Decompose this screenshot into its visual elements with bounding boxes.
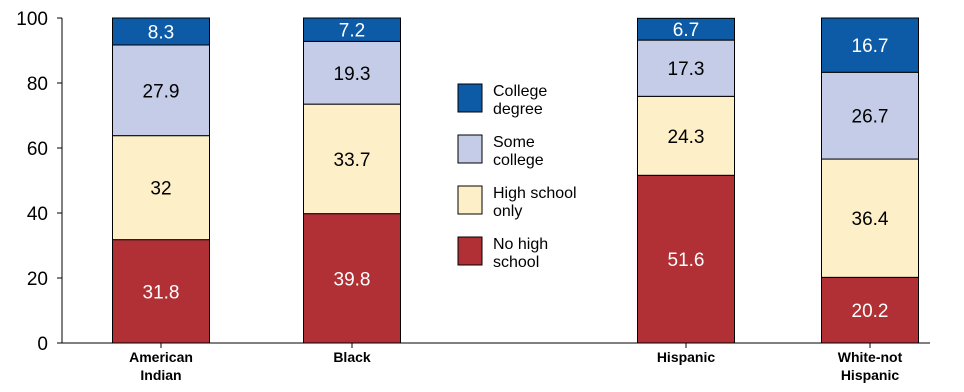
- legend-swatch: [457, 134, 483, 164]
- legend-label: High school only: [493, 185, 577, 220]
- y-tick-label: 100: [16, 9, 48, 30]
- bar-segment: [821, 17, 919, 73]
- bar-segment: [637, 174, 735, 344]
- legend-label: College degree: [493, 83, 547, 118]
- axes: 0 20 40 60 80 100 American Indian Black Hispanic W…: [16, 9, 930, 383]
- bar-segment: [303, 213, 401, 344]
- bar-segment: [637, 17, 735, 41]
- bar-segment: [112, 17, 210, 46]
- y-tick-label: 40: [27, 204, 48, 225]
- data-label: 26.7: [852, 107, 889, 128]
- data-label: 16.7: [852, 36, 889, 57]
- data-label: 19.3: [334, 64, 371, 85]
- legend-swatch: [457, 185, 483, 215]
- data-label: 24.3: [668, 127, 705, 148]
- bar-segment: [303, 17, 401, 42]
- x-tick-label: Black: [333, 349, 371, 365]
- data-label: 32: [150, 179, 171, 200]
- legend: College degree Some college High school only N…: [457, 83, 577, 271]
- bar-segment: [112, 44, 210, 137]
- data-label: 39.8: [334, 269, 371, 290]
- legend-label: No high school: [493, 236, 548, 271]
- data-label: 31.8: [143, 282, 180, 303]
- data-label: 20.2: [852, 301, 889, 322]
- y-tick-label: 0: [37, 334, 48, 355]
- bar-segment: [112, 239, 210, 344]
- data-label: 6.7: [673, 20, 699, 41]
- y-tick-label: 20: [27, 269, 48, 290]
- x-tick-label: Hispanic: [657, 349, 716, 365]
- bar-segment: [821, 71, 919, 160]
- bar-segment: [637, 95, 735, 176]
- data-label: 51.6: [668, 250, 705, 271]
- bars: 31.8 32 27.9 8.3 39.8 33.7 19.3 7.2 51.6 24.3 17.3…: [112, 17, 919, 344]
- y-tick-label: 60: [27, 139, 48, 160]
- bar-segment: [821, 158, 919, 278]
- data-label: 36.4: [852, 209, 889, 230]
- bar-segment: [821, 276, 919, 344]
- bar-segment: [637, 39, 735, 97]
- y-tick-label: 80: [27, 74, 48, 95]
- legend-swatch: [457, 83, 483, 113]
- data-label: 17.3: [668, 59, 705, 80]
- data-label: 27.9: [143, 81, 180, 102]
- data-label: 33.7: [334, 150, 371, 171]
- x-tick-label: White-not Hispanic: [838, 349, 903, 383]
- legend-label: Some college: [493, 134, 544, 169]
- data-label: 7.2: [339, 21, 365, 42]
- bar-segment: [303, 40, 401, 105]
- legend-swatch: [457, 236, 483, 266]
- data-label: 8.3: [148, 22, 174, 43]
- x-tick-label: American Indian: [129, 349, 193, 383]
